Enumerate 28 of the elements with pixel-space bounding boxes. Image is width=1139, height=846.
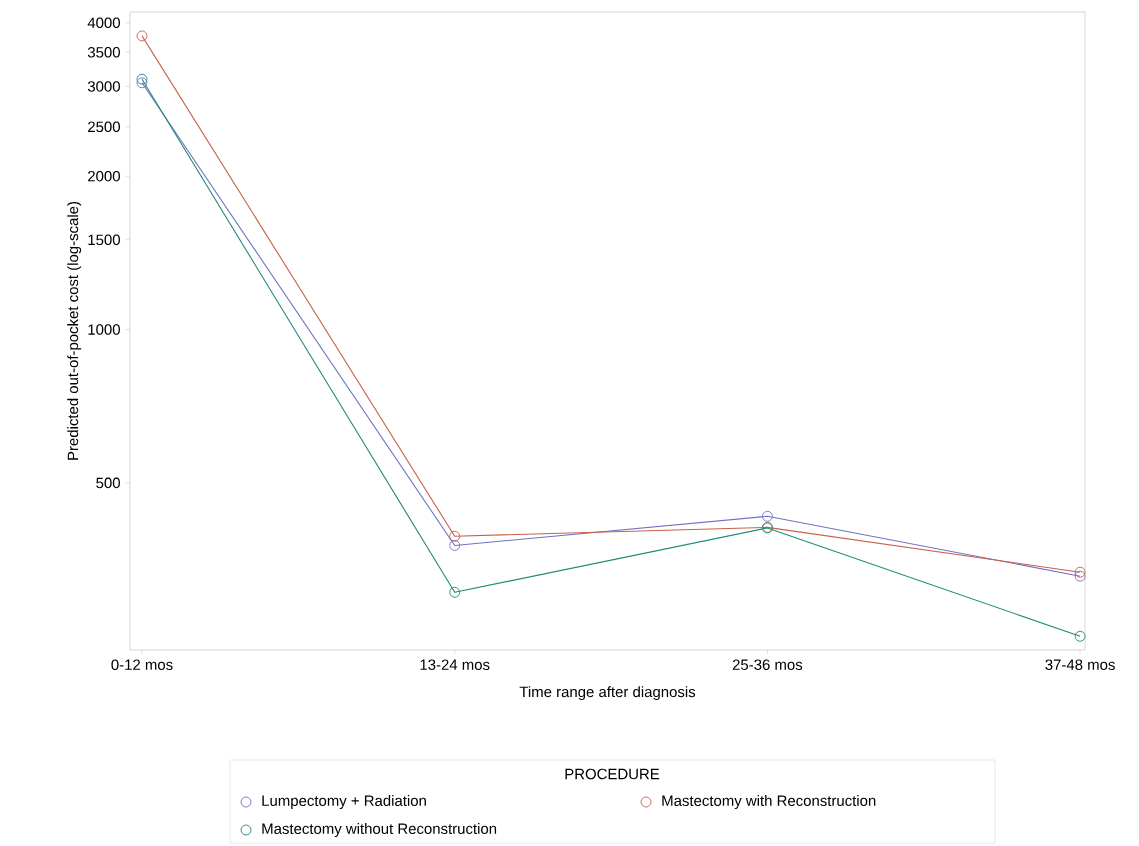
point bbox=[136, 30, 148, 42]
y-tick-label: 2500 bbox=[88, 121, 120, 133]
point bbox=[449, 586, 461, 598]
point bbox=[761, 510, 773, 522]
point bbox=[449, 530, 461, 542]
legend-label: Mastectomy with Reconstruction bbox=[662, 795, 876, 809]
y-tick-label: 500 bbox=[96, 477, 120, 489]
x-axis-title: Time range after diagnosis bbox=[519, 686, 696, 701]
x-tick-label: 37-48 mos bbox=[1045, 659, 1115, 670]
y-tick-label: 2000 bbox=[88, 170, 120, 182]
point bbox=[449, 540, 461, 551]
y-tick-label: 1000 bbox=[88, 324, 120, 335]
x-tick-label: 0-12 mos bbox=[111, 659, 173, 670]
x-tick-label: 25-36 mos bbox=[732, 659, 803, 670]
point bbox=[1074, 566, 1086, 578]
y-tick-label: 4000 bbox=[87, 17, 120, 29]
legend-title: PROCEDURE bbox=[565, 768, 660, 780]
y-tick-label: 3500 bbox=[87, 47, 120, 58]
y-tick-label: 3000 bbox=[87, 81, 120, 92]
point bbox=[136, 73, 148, 85]
point bbox=[1074, 630, 1086, 642]
legend-label: Lumpectomy + Radiation bbox=[262, 795, 426, 809]
y-axis-title: Predicted out-of-pocket cost (log-scale) bbox=[67, 201, 82, 460]
x-tick-label: 13-24 mos bbox=[420, 659, 490, 670]
legend-label: Mastectomy without Reconstruction bbox=[262, 823, 497, 837]
point bbox=[1074, 570, 1086, 582]
point bbox=[136, 77, 148, 89]
y-tick-label: 1500 bbox=[88, 234, 120, 246]
